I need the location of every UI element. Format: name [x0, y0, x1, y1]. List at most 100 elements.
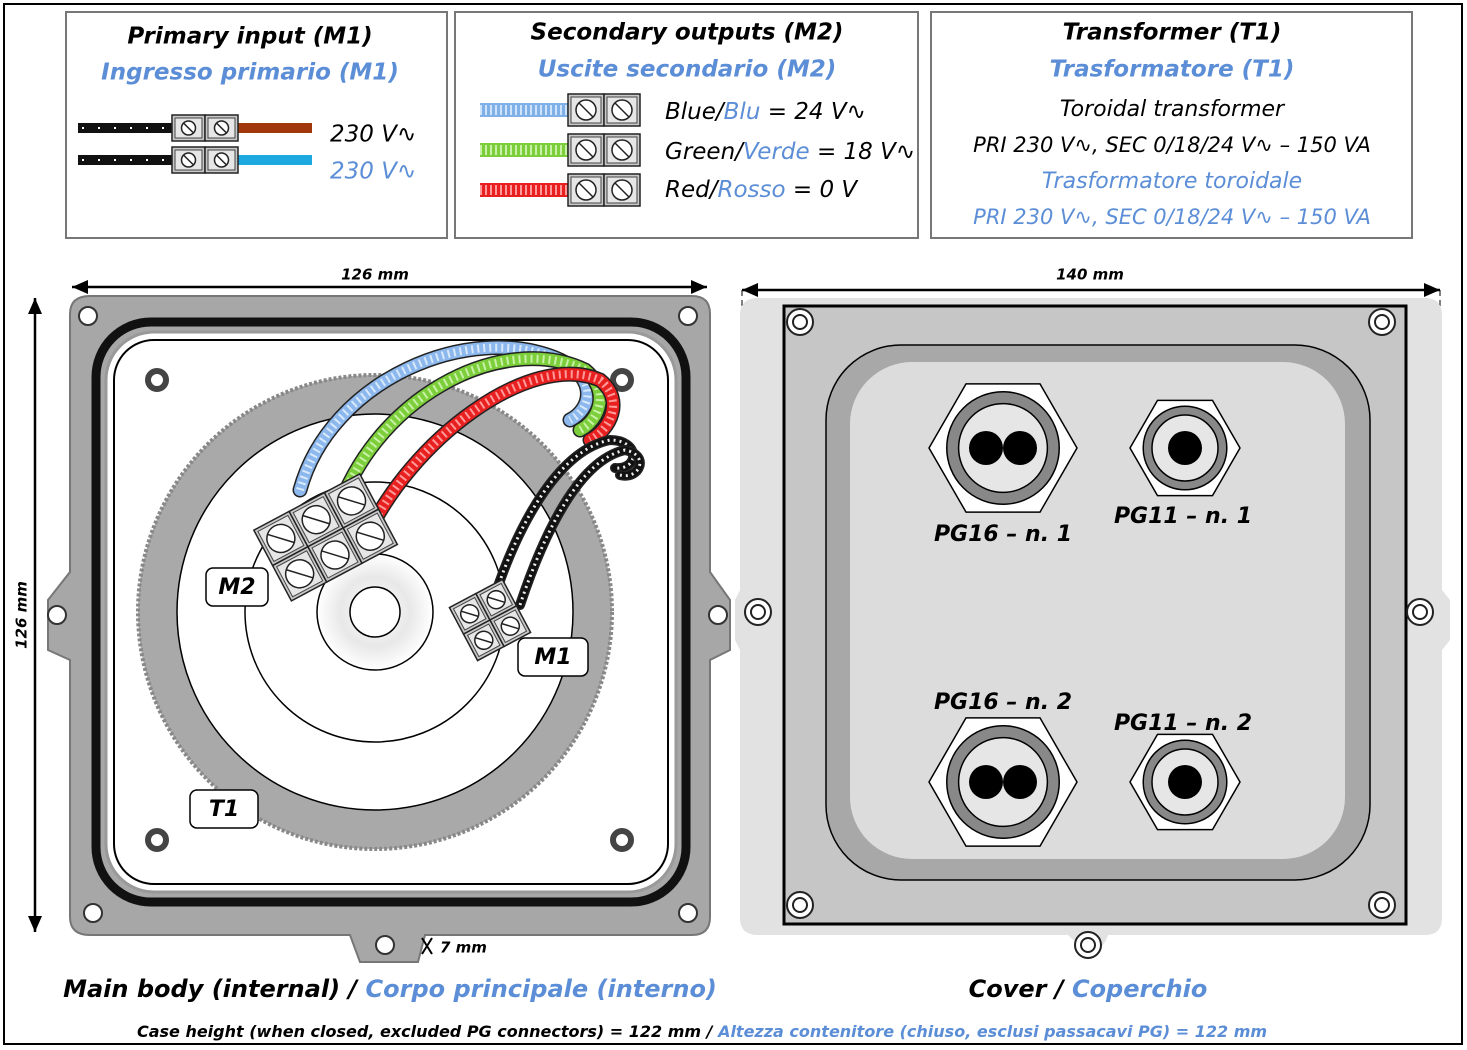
en: Cover / — [969, 975, 1072, 1003]
wire — [359, 368, 620, 546]
mount-hole — [708, 605, 728, 625]
wire-line: Red/Rosso = 0 V — [665, 177, 859, 203]
screw-slot — [578, 182, 594, 198]
arrowhead — [1424, 283, 1440, 297]
screw-slot — [183, 154, 194, 166]
cable-hole — [969, 431, 1003, 465]
cover-top — [850, 362, 1345, 859]
gland-label: PG16 – n. 2 — [934, 690, 1072, 715]
wire-line: Green/Verde = 18 V∿ — [665, 139, 915, 165]
cable-hole — [1168, 431, 1202, 465]
box — [454, 11, 919, 239]
label: T1 — [209, 797, 239, 822]
caption: Cover / Coperchio — [969, 975, 1208, 1003]
center-hole — [349, 586, 401, 638]
desc: PRI 230 V∿, SEC 0/18/24 V∿ – 150 VA — [973, 133, 1371, 157]
box-subtitle: Uscite secondario (M2) — [538, 57, 837, 83]
dimension: 7 mm — [440, 939, 487, 957]
cover-screw — [1368, 308, 1396, 336]
it: Coperchio — [1072, 975, 1207, 1003]
cover-screw-head — [1374, 314, 1390, 330]
screw-slot — [267, 533, 295, 544]
arrowhead — [742, 283, 758, 297]
voltage: 230 V∿ — [330, 159, 416, 185]
dimension: 140 mm — [1056, 266, 1124, 284]
screw-slot — [487, 596, 505, 604]
arrowhead — [28, 298, 42, 314]
braid — [493, 438, 635, 596]
box-subtitle: Trasformatore (T1) — [1050, 57, 1295, 83]
boss — [145, 828, 169, 852]
arrowhead — [691, 280, 707, 294]
caption: Main body (internal) / Corpo principale … — [63, 975, 717, 1003]
cover-screw-head — [750, 604, 766, 620]
en: Main body (internal) / — [63, 975, 365, 1003]
wire — [236, 123, 312, 133]
boss — [610, 368, 634, 392]
mount-hole — [678, 306, 698, 326]
it: Blu — [724, 99, 761, 125]
cable-hole — [969, 765, 1003, 799]
screw-slot — [501, 622, 520, 630]
braid — [331, 354, 604, 522]
screw-slot — [356, 531, 384, 541]
screw-slot — [614, 182, 630, 198]
box — [930, 11, 1413, 239]
mount-hole — [678, 903, 698, 923]
label: M1 — [534, 645, 571, 670]
cover-screw-head — [1374, 897, 1390, 913]
screw-slot — [216, 122, 227, 134]
dimension: 126 mm — [13, 581, 31, 649]
label-box — [189, 789, 259, 829]
dimension: 126 mm — [341, 266, 409, 284]
arrowhead — [72, 280, 88, 294]
boss — [145, 368, 169, 392]
cover-screw-head — [1080, 937, 1096, 953]
screw-slot — [338, 496, 365, 506]
cable-hole — [1168, 765, 1202, 799]
cover-screw — [1368, 891, 1396, 919]
box-subtitle: Ingresso primario (M1) — [101, 60, 399, 86]
box-title: Primary input (M1) — [127, 24, 372, 50]
cover-screw-head — [792, 314, 808, 330]
mount-hole — [47, 605, 67, 625]
mount-hole — [375, 935, 395, 955]
it: Altezza contenitore (chiuso, esclusi pas… — [716, 1022, 1267, 1041]
desc: Toroidal transformer — [1060, 97, 1286, 122]
cover-screw — [786, 891, 814, 919]
boss — [610, 828, 634, 852]
screw-slot — [475, 636, 493, 644]
desc: PRI 230 V∿, SEC 0/18/24 V∿ – 150 VA — [973, 205, 1371, 229]
value: = 24 V∿ — [760, 99, 865, 125]
mount-hole — [83, 903, 103, 923]
wire-line: Blue/Blu = 24 V∿ — [665, 99, 866, 125]
screw-slot — [321, 550, 349, 560]
desc: Trasformatore toroidale — [1042, 169, 1302, 194]
it: Rosso — [717, 177, 785, 203]
en: Red/ — [665, 177, 720, 203]
screw-slot — [302, 514, 330, 525]
cover-screw — [1406, 598, 1434, 626]
screw-slot — [216, 154, 227, 166]
cable-hole — [1003, 431, 1037, 465]
box-title: Secondary outputs (M2) — [531, 20, 844, 46]
wire — [236, 155, 312, 165]
label-box — [205, 567, 269, 607]
cover-screw — [786, 308, 814, 336]
braid — [296, 343, 592, 492]
box-decor — [78, 93, 641, 207]
it: Verde — [743, 139, 810, 165]
cross — [421, 937, 433, 955]
en: Blue/ — [665, 99, 726, 125]
en: Case height (when closed, excluded PG co… — [137, 1022, 718, 1041]
it: Corpo principale (interno) — [366, 975, 717, 1003]
screw-slot — [286, 569, 314, 579]
gasket — [91, 317, 691, 907]
screw-slot — [614, 102, 630, 118]
box-title: Transformer (T1) — [1063, 20, 1282, 46]
mount-hole — [78, 306, 98, 326]
screw-slot — [578, 102, 594, 118]
cover-screw — [744, 598, 772, 626]
label-box — [517, 637, 589, 677]
